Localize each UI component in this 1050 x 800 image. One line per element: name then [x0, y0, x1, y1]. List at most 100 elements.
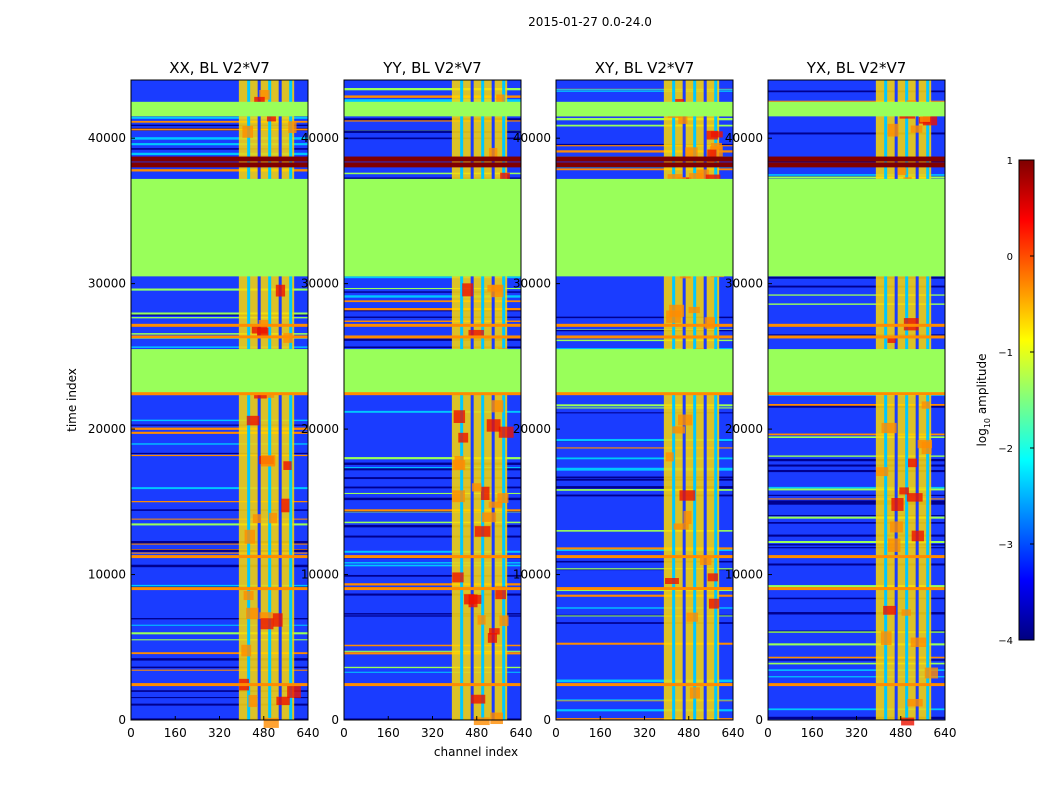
hot-row — [344, 335, 521, 339]
heatmap-streak — [768, 458, 945, 462]
hot-cell — [685, 147, 698, 159]
hot-cell — [875, 467, 889, 477]
colorbar-tick-label: −4 — [998, 636, 1013, 647]
hot-cell — [260, 455, 276, 466]
heatmap-streak — [131, 690, 308, 692]
heatmap-streak — [768, 174, 945, 176]
heatmap-streak — [131, 509, 308, 511]
heatmap-streak — [556, 476, 733, 479]
hot-cell — [907, 698, 923, 707]
x-tick-label: 320 — [208, 726, 231, 740]
x-tick-label: 640 — [510, 726, 533, 740]
channel-gap — [289, 80, 293, 720]
heatmap-streak — [344, 574, 521, 577]
hot-row — [556, 156, 733, 162]
heatmap-streak — [344, 99, 521, 102]
heatmap-streak — [556, 316, 733, 319]
heatmap-streak — [131, 137, 308, 140]
heatmap-streak — [556, 607, 733, 609]
panel-yx: YX, BL V2*V7 0 160 320 480 640 0 10000 20000 3000… — [725, 59, 957, 740]
hot-cell — [496, 94, 505, 103]
heatmap-streak — [344, 650, 521, 652]
flat-time-range — [556, 178, 733, 277]
hot-cell — [910, 125, 923, 133]
hot-row — [768, 587, 945, 591]
hot-row — [556, 555, 733, 559]
hot-row — [344, 683, 521, 687]
heatmap-streak — [131, 540, 308, 544]
hot-row — [131, 323, 308, 327]
hot-cell — [495, 586, 506, 600]
x-tick-label: 320 — [845, 726, 868, 740]
heatmap-streak — [131, 312, 308, 315]
x-tick-label: 640 — [722, 726, 745, 740]
hot-cell — [910, 637, 927, 647]
heatmap-streak — [131, 452, 308, 455]
hot-cell — [458, 432, 469, 443]
heatmap-streak — [344, 119, 521, 122]
heatmap-streak — [131, 333, 308, 335]
hot-cell — [248, 695, 258, 708]
colorbar-gradient — [1018, 159, 1035, 641]
hot-cell — [263, 717, 279, 728]
hot-cell — [452, 572, 464, 583]
heatmap-streak — [556, 145, 733, 147]
hot-row — [131, 683, 308, 687]
heatmap-streak — [768, 403, 945, 407]
hot-cell — [887, 123, 899, 137]
heatmap-streak — [344, 511, 521, 513]
channel-gap — [491, 80, 495, 720]
hot-cell — [497, 493, 509, 503]
channel-gap — [257, 80, 261, 720]
hot-cell — [452, 490, 465, 503]
hot-row — [344, 392, 521, 396]
heatmap-streak — [556, 680, 733, 683]
heatmap-streak — [344, 613, 521, 615]
heatmap-streak — [344, 486, 521, 489]
heatmap-streak — [768, 405, 945, 408]
heatmap-streak — [556, 560, 733, 563]
hot-cell — [470, 694, 486, 704]
hot-cell — [688, 306, 700, 314]
y-tick-label: 40000 — [725, 131, 763, 145]
hot-cell — [481, 512, 497, 523]
y-tick-label: 20000 — [725, 422, 763, 436]
heatmap-streak — [131, 431, 308, 434]
hot-cell — [243, 591, 254, 601]
channel-gap — [915, 80, 919, 720]
heatmap-streak — [131, 658, 308, 661]
y-tick-label: 10000 — [513, 568, 551, 582]
channel-gap — [682, 80, 686, 720]
hot-row — [131, 587, 308, 591]
hot-cell — [499, 615, 509, 626]
heatmap-streak — [344, 497, 521, 501]
heatmap-streak — [768, 541, 945, 544]
heatmap-streak — [556, 709, 733, 712]
hot-cell — [498, 426, 514, 438]
x-tick-label: 0 — [127, 726, 135, 740]
heatmap-streak — [344, 287, 521, 290]
heatmap-streak — [131, 427, 308, 430]
heatmap-streak — [556, 89, 733, 91]
panel-title: XX, BL V2*V7 — [169, 59, 270, 77]
heatmap-streak — [131, 169, 308, 172]
heatmap-streak — [556, 589, 733, 592]
heatmap-streak — [344, 521, 521, 524]
heatmap-streak — [344, 644, 521, 647]
hot-row — [768, 555, 945, 559]
heatmap-streak — [131, 148, 308, 150]
heatmap-streak — [131, 288, 308, 291]
hot-cell — [665, 578, 679, 585]
hot-cell — [480, 486, 490, 500]
hot-cell — [911, 530, 924, 542]
y-tick-label: 10000 — [301, 568, 339, 582]
heatmap-streak — [556, 568, 733, 570]
heatmap-streak — [768, 534, 945, 537]
heatmap-streak — [344, 583, 521, 586]
heatmap-streak — [344, 118, 521, 121]
heatmap-streak — [556, 486, 733, 489]
flat-time-range — [344, 178, 521, 277]
hot-row — [556, 587, 733, 591]
panel-title: YX, BL V2*V7 — [806, 59, 907, 77]
